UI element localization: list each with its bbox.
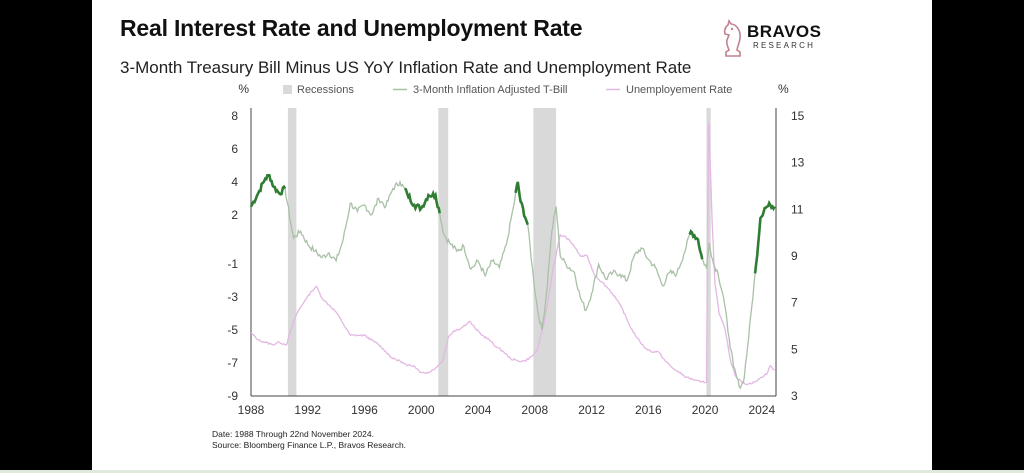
recession-band-1 xyxy=(287,108,297,396)
recession-bands xyxy=(287,108,711,396)
chart-axes xyxy=(250,108,777,397)
x-tick-label: 2012 xyxy=(578,403,605,417)
logo-subtitle: RESEARCH xyxy=(753,41,816,50)
tbill-highlight-2 xyxy=(403,187,441,214)
right-tick-label: 7 xyxy=(791,296,798,310)
legend-recessions-swatch xyxy=(283,85,292,94)
chart-subtitle: 3-Month Treasury Bill Minus US YoY Infla… xyxy=(120,58,692,77)
left-tick-label: -3 xyxy=(227,290,238,304)
left-tick-label: 8 xyxy=(231,109,238,123)
tick-labels: 8 6 4 2 -1 -3 -5 -7 -9 15 13 11 9 7 5 3 1988 1992 1996 2000… xyxy=(227,82,804,417)
footnote-date: Date: 1988 Through 22nd November 2024. xyxy=(212,429,374,439)
x-tick-label: 2024 xyxy=(748,403,775,417)
left-tick-label: -7 xyxy=(227,356,238,370)
left-tick-label: 6 xyxy=(231,142,238,156)
logo-name: BRAVOS xyxy=(747,22,822,41)
x-tick-label: 1988 xyxy=(238,403,265,417)
right-tick-label: 15 xyxy=(791,109,805,123)
left-tick-label: -1 xyxy=(227,257,238,271)
chart-legend: Recessions 3-Month Inflation Adjusted T-B… xyxy=(283,84,732,96)
bravos-logo: BRAVOS RESEARCH xyxy=(720,16,830,60)
tbill-highlight-3 xyxy=(514,181,529,226)
bottom-bar xyxy=(0,470,1024,473)
right-tick-label: 9 xyxy=(791,249,798,263)
right-axis-unit: % xyxy=(778,82,789,96)
right-tick-label: 3 xyxy=(791,389,798,403)
x-tick-label: 1992 xyxy=(294,403,321,417)
x-tick-label: 2000 xyxy=(408,403,435,417)
left-tick-label: 2 xyxy=(231,208,238,222)
right-tick-label: 11 xyxy=(791,202,804,216)
chart-title: Real Interest Rate and Unemployment Rate xyxy=(120,15,583,41)
right-tick-label: 5 xyxy=(791,342,798,356)
x-tick-label: 2004 xyxy=(465,403,492,417)
tbill-line xyxy=(250,174,776,390)
unemployment-line xyxy=(250,122,776,386)
left-axis-unit: % xyxy=(238,82,249,96)
footnote-source: Source: Bloomberg Finance L.P., Bravos R… xyxy=(212,440,407,450)
legend-unemployment-label: Unemployement Rate xyxy=(626,84,732,96)
right-tick-label: 13 xyxy=(791,156,805,170)
x-tick-label: 2016 xyxy=(635,403,662,417)
tbill-highlight-1 xyxy=(249,173,287,208)
left-tick-label: -9 xyxy=(227,389,238,403)
tbill-highlight-5 xyxy=(753,199,776,274)
chart-series xyxy=(249,122,776,390)
x-tick-label: 1996 xyxy=(351,403,378,417)
chart-footnote: Date: 1988 Through 22nd November 2024. S… xyxy=(212,429,406,451)
left-tick-label: -5 xyxy=(227,323,238,337)
recession-band-3 xyxy=(533,108,557,396)
legend-tbill-label: 3-Month Inflation Adjusted T-Bill xyxy=(413,84,568,96)
x-tick-label: 2020 xyxy=(692,403,719,417)
left-tick-label: 4 xyxy=(231,175,238,189)
legend-recessions-label: Recessions xyxy=(297,84,354,96)
chart-card xyxy=(92,0,932,473)
tbill-highlight-4 xyxy=(688,228,704,260)
x-tick-label: 2008 xyxy=(521,403,548,417)
knight-logo-icon xyxy=(723,19,741,57)
recession-band-2 xyxy=(438,108,449,396)
